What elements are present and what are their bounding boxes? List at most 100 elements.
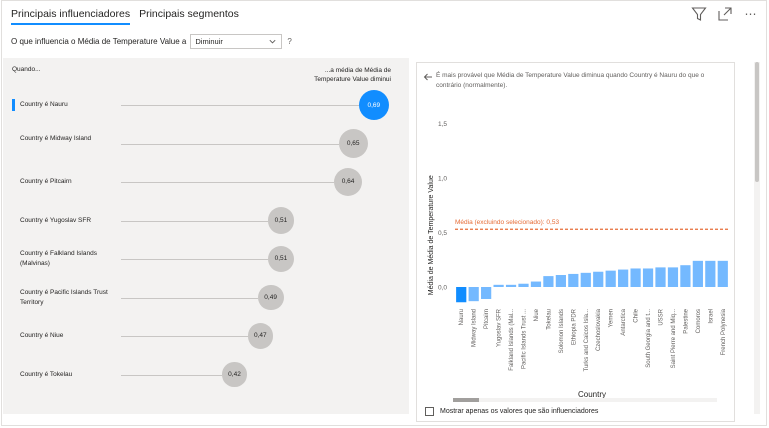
chart-bar[interactable]	[717, 260, 728, 287]
influencer-bar-line	[121, 259, 268, 260]
x-tick-label: Comoros	[696, 309, 702, 333]
influencer-row[interactable]: Country é Pacific Islands Trust Territor…	[3, 279, 409, 317]
x-tick-label: Yemen	[609, 309, 615, 327]
x-tick-label: Saint Pierre and Miq...	[671, 309, 677, 369]
chart-bar[interactable]	[456, 287, 467, 303]
vertical-scroll-thumb[interactable]	[755, 62, 759, 182]
direction-dropdown-value: Diminuir	[195, 37, 223, 46]
chart-bar[interactable]	[630, 268, 641, 287]
influencer-row[interactable]: Country é Yugoslav SFR 0,51	[3, 202, 409, 240]
chart-bar[interactable]	[543, 276, 554, 287]
tab-bar: Principais influenciadores Principais se…	[11, 8, 239, 25]
x-axis-title: Country	[578, 390, 606, 399]
influencer-value-bubble: 0,69	[358, 90, 389, 120]
chart-bar[interactable]	[493, 284, 504, 287]
influencer-row[interactable]: Country é Nauru 0,69	[3, 86, 409, 124]
x-tick-label: Pacific Islands Trust ...	[522, 309, 528, 369]
influencer-value-bubble: 0,51	[267, 207, 295, 234]
x-tick-label: Czechoslovakia	[596, 308, 602, 351]
influencer-row[interactable]: Country é Pitcairn 0,64	[3, 163, 409, 201]
influencer-bar-line	[121, 105, 359, 106]
chart-bar[interactable]	[680, 265, 691, 287]
influencer-bar-line	[121, 220, 268, 222]
horizontal-scrollbar[interactable]	[453, 398, 717, 402]
filter-icon[interactable]	[689, 4, 709, 24]
direction-dropdown[interactable]: Diminuir	[190, 34, 283, 49]
influencer-row[interactable]: Country é Midway Island 0,65	[3, 125, 409, 163]
chart-bar[interactable]	[518, 283, 529, 287]
effect-column-header: ...a média de Média de Temperature Value…	[314, 67, 391, 83]
y-axis-title: Média de Média de Temperature Value	[428, 175, 435, 295]
influencer-value-bubble: 0,65	[338, 129, 368, 158]
chart-bar[interactable]	[481, 287, 492, 299]
visual-toolbar: ⋯	[689, 4, 761, 24]
x-tick-label: Pitcairn	[484, 309, 490, 329]
horizontal-scroll-thumb[interactable]	[453, 398, 479, 402]
detail-panel: É mais provável que Média de Temperature…	[416, 62, 735, 422]
influencer-label: Country é Yugoslav SFR	[20, 216, 92, 224]
chart-bar[interactable]	[705, 260, 716, 287]
when-column-header: Quando...	[12, 66, 41, 73]
influencer-bar-line	[121, 374, 223, 376]
chart-bar[interactable]	[468, 287, 479, 302]
chart-bar[interactable]	[605, 270, 616, 287]
x-tick-label: USSR	[659, 308, 665, 325]
focus-mode-icon[interactable]	[715, 4, 735, 24]
chart-bar[interactable]	[530, 281, 542, 287]
detail-description: É mais provável que Média de Temperature…	[436, 72, 705, 89]
x-tick-label: Yugoslav SFR	[497, 308, 503, 347]
chart-bar[interactable]	[655, 267, 666, 287]
question-text: O que influencia o Média de Temperature …	[11, 37, 187, 46]
influencers-only-label: Mostrar apenas os valores que são influe…	[440, 408, 599, 415]
y-tick-label: 0,5	[438, 230, 447, 237]
chart-bar[interactable]	[555, 275, 566, 287]
influencer-label: Country é Falkland Islands (Malvinas)	[20, 250, 97, 267]
tab-top-influencers[interactable]: Principais influenciadores	[11, 8, 131, 25]
influencer-row[interactable]: Country é Tokelau 0,42	[3, 356, 409, 394]
back-arrow-icon[interactable]	[423, 72, 433, 82]
influencer-label: Country é Niue	[20, 332, 64, 339]
influencer-label: Country é Pacific Islands Trust Territor…	[20, 288, 108, 306]
vertical-scrollbar[interactable]	[754, 62, 760, 414]
influencer-bar-line	[121, 182, 334, 183]
chart-bar[interactable]	[593, 271, 604, 287]
influencer-value-bubble: 0,49	[257, 284, 284, 311]
tab-top-segments[interactable]: Principais segmentos	[139, 8, 239, 20]
x-tick-label: South Georgia and t...	[646, 309, 652, 368]
y-tick-label: 0,0	[438, 285, 447, 292]
chart-bar[interactable]	[642, 268, 654, 287]
more-options-icon[interactable]: ⋯	[744, 7, 758, 21]
reference-line-label: Média (excluindo selecionado): 0,53	[455, 219, 559, 226]
help-icon[interactable]: ?	[287, 37, 292, 46]
chevron-down-icon	[269, 39, 276, 44]
chart-bar[interactable]	[580, 272, 591, 287]
chart-bar[interactable]	[692, 260, 703, 287]
x-tick-label: Midway Island	[472, 309, 478, 347]
influencer-label: Country é Tokelau	[20, 370, 73, 378]
influencer-label: Country é Pitcairn	[20, 178, 72, 185]
x-tick-label: Tokelau	[546, 309, 552, 330]
influencer-value-bubble: 0,51	[267, 245, 295, 273]
chart-bar[interactable]	[667, 267, 679, 287]
influencer-value-bubble: 0,47	[247, 323, 273, 349]
chart-bar[interactable]	[618, 269, 629, 287]
y-tick-label: 1,0	[438, 176, 447, 183]
x-tick-label: Nauru	[459, 309, 465, 325]
x-tick-label: Antarctica	[621, 308, 627, 335]
x-tick-label: Falkland Islands (Mal...	[509, 309, 515, 371]
x-tick-label: French Polynesia	[721, 308, 727, 355]
chart-bar[interactable]	[505, 284, 517, 287]
influencers-only-option: Mostrar apenas os valores que são influe…	[425, 407, 598, 416]
x-tick-label: Solomon Islands	[559, 309, 565, 353]
influencer-label: Country é Midway Island	[20, 134, 92, 142]
chart-bar[interactable]	[568, 273, 579, 287]
influencers-only-checkbox[interactable]	[425, 407, 434, 416]
influencer-row[interactable]: Country é Niue 0,47	[3, 317, 409, 355]
y-tick-label: 1,5	[438, 121, 447, 128]
influencers-panel: Quando... ...a média de Média de Tempera…	[3, 58, 409, 414]
influencer-row[interactable]: Country é Falkland Islands (Malvinas) 0,5…	[3, 240, 409, 278]
influencer-value-bubble: 0,64	[333, 167, 363, 197]
x-tick-label: Niue	[534, 308, 540, 321]
influencer-label: Country é Nauru	[20, 101, 68, 108]
